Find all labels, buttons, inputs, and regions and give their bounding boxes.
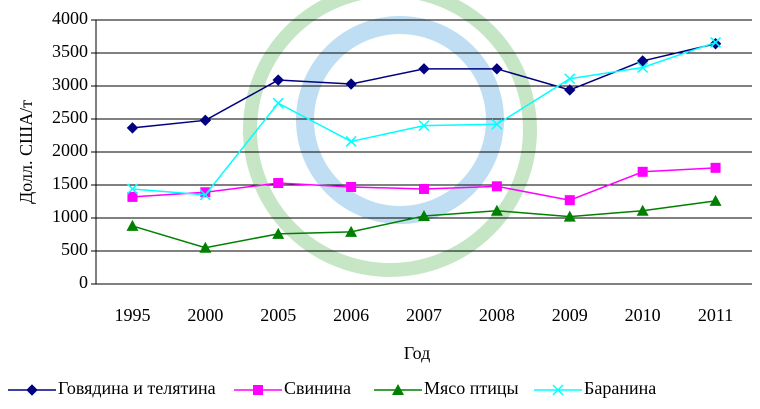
marker (419, 183, 429, 194)
marker (709, 194, 722, 206)
marker (273, 178, 284, 189)
y-tick-label: 3500 (52, 41, 88, 61)
marker (418, 63, 430, 75)
marker (345, 78, 357, 90)
marker (710, 162, 721, 173)
marker (490, 204, 503, 216)
x-tick-label: 2007 (406, 305, 442, 325)
x-tick-label: 2011 (698, 305, 733, 325)
watermark (243, 0, 537, 277)
marker (491, 181, 502, 192)
y-tick-label: 1000 (52, 206, 88, 226)
x-tick-label: 2008 (479, 305, 515, 325)
y-axis-label: Долл. США/т (16, 100, 36, 204)
marker (637, 166, 648, 177)
x-tick-label: 2009 (552, 305, 588, 325)
marker (345, 225, 358, 237)
marker (491, 118, 503, 130)
y-tick-label: 2000 (52, 140, 88, 160)
marker (272, 227, 285, 239)
marker (26, 384, 38, 396)
x-axis-label: Год (404, 343, 430, 363)
legend-label: Говядина и телятина (58, 378, 216, 398)
x-tick-label: 1995 (114, 305, 150, 325)
marker (127, 191, 138, 202)
marker (418, 120, 430, 132)
marker (636, 204, 649, 216)
marker (346, 181, 357, 192)
legend-label: Баранина (584, 378, 656, 398)
marker (126, 219, 139, 231)
legend-label: Свинина (284, 378, 351, 398)
marker (199, 114, 212, 127)
x-tick-label: 2000 (187, 305, 223, 325)
marker (345, 135, 357, 147)
y-tick-label: 4000 (52, 8, 88, 28)
marker (552, 384, 564, 396)
marker (272, 97, 284, 109)
marker (200, 187, 211, 198)
marker (564, 73, 576, 85)
marker (636, 55, 649, 67)
marker (710, 36, 722, 48)
marker (392, 384, 404, 395)
marker (253, 385, 263, 395)
marker (709, 38, 722, 50)
x-tick-label: 2006 (333, 305, 369, 325)
y-tick-label: 500 (61, 239, 88, 259)
marker (418, 210, 430, 222)
marker (637, 61, 649, 74)
marker (126, 183, 138, 195)
marker (272, 74, 284, 86)
x-tick-label: 2010 (625, 305, 661, 325)
y-tick-label: 2500 (52, 107, 88, 127)
x-tick-label: 2005 (260, 305, 296, 325)
marker (563, 210, 576, 222)
marker (199, 189, 211, 201)
marker (564, 195, 575, 206)
marker (564, 84, 576, 96)
legend-label: Мясо птицы (424, 378, 519, 398)
marker (491, 63, 503, 75)
y-tick-label: 0 (79, 272, 88, 292)
y-tick-label: 1500 (52, 173, 88, 193)
y-tick-label: 3000 (52, 74, 88, 94)
marker (199, 241, 212, 253)
marker (126, 122, 139, 134)
